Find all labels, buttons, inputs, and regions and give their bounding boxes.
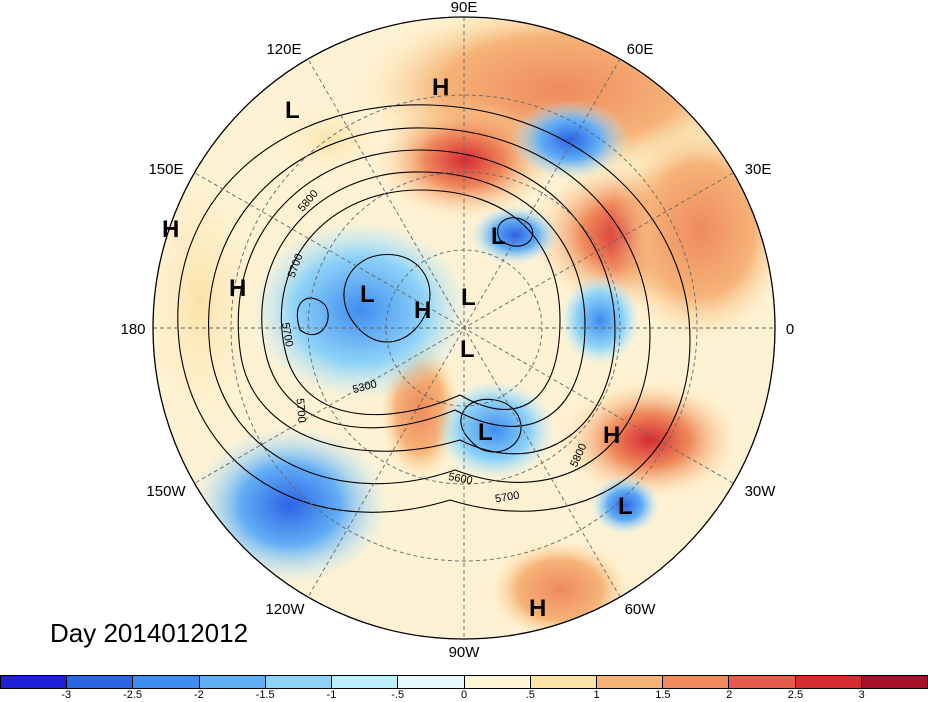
pressure-center: H bbox=[162, 216, 179, 243]
lon-label-30e: 30E bbox=[745, 161, 772, 178]
lon-label-0: 0 bbox=[786, 321, 794, 338]
colorbar-swatch bbox=[398, 676, 465, 688]
colorbar-tick-label: 1 bbox=[593, 689, 600, 701]
contour-label: 5700 bbox=[293, 398, 307, 423]
colorbar-swatch bbox=[1, 676, 68, 688]
colorbar-swatch bbox=[663, 676, 730, 688]
colorbar-swatch bbox=[596, 676, 664, 688]
colorbar-tick-label: 3 bbox=[858, 689, 865, 701]
pressure-center: H bbox=[414, 297, 431, 324]
pressure-center: H bbox=[432, 74, 449, 101]
colorbar-tick-label: -.5 bbox=[391, 689, 405, 701]
colorbar-swatch bbox=[464, 676, 531, 688]
pressure-center: L bbox=[618, 493, 633, 520]
colorbar-swatch bbox=[265, 676, 333, 688]
date-title: Day 2014012012 bbox=[50, 618, 249, 648]
hemisphere-map: 90E 60E 30E 0 30W 60W 90W 120W 150W 180 … bbox=[120, 0, 794, 661]
pressure-center: L bbox=[460, 336, 475, 363]
pressure-center: L bbox=[360, 281, 375, 308]
colorbar-swatch bbox=[861, 676, 928, 688]
lon-label-120e: 120E bbox=[266, 41, 301, 58]
graticule bbox=[153, 17, 775, 639]
lon-label-60w: 60W bbox=[625, 601, 657, 618]
lon-label-90w: 90W bbox=[449, 644, 481, 661]
colorbar-tick-label: 0 bbox=[460, 689, 468, 701]
contour-label: 5600 bbox=[447, 471, 473, 487]
colorbar-labels: -3 -2.5 -2 -1.5 -1 -.5 0 .5 1 1.5 2 2.5 3 bbox=[0, 689, 928, 702]
colorbar bbox=[0, 675, 928, 689]
pressure-center: L bbox=[491, 223, 506, 250]
lon-label-90e: 90E bbox=[451, 0, 478, 16]
colorbar-tick-label: .5 bbox=[525, 689, 535, 701]
lon-label-150w: 150W bbox=[146, 483, 186, 500]
colorbar-tick-label: -2.5 bbox=[123, 689, 143, 701]
lon-label-180: 180 bbox=[120, 321, 145, 338]
colorbar-tick-label: -1 bbox=[326, 689, 337, 701]
colorbar-swatch bbox=[332, 676, 399, 688]
colorbar-swatch bbox=[133, 676, 200, 688]
longitude-labels: 90E 60E 30E 0 30W 60W 90W 120W 150W 180 … bbox=[120, 0, 794, 661]
colorbar-swatch bbox=[199, 676, 266, 688]
map-border bbox=[152, 16, 776, 640]
pressure-centers: H L H H L L H L L L H L H bbox=[162, 74, 633, 622]
anomaly-shading bbox=[153, 17, 775, 639]
colorbar-tick-label: 2 bbox=[726, 689, 733, 701]
colorbar-swatch bbox=[67, 676, 134, 688]
pressure-center: H bbox=[529, 595, 546, 622]
lon-label-120w: 120W bbox=[265, 601, 305, 618]
colorbar-swatch bbox=[530, 676, 597, 688]
colorbar-tick-label: -3 bbox=[61, 689, 72, 701]
pressure-center: H bbox=[229, 275, 246, 302]
lon-label-150e: 150E bbox=[148, 161, 183, 178]
colorbar-swatch bbox=[729, 676, 796, 688]
pressure-center: L bbox=[461, 284, 476, 311]
contour-label: 5700 bbox=[279, 322, 295, 348]
colorbar-tick-label: -2 bbox=[193, 689, 204, 701]
pressure-center: L bbox=[478, 419, 493, 446]
lon-label-60e: 60E bbox=[627, 41, 654, 58]
pressure-center: H bbox=[603, 422, 620, 449]
colorbar-tick-label: 2.5 bbox=[787, 689, 804, 701]
pressure-center: L bbox=[285, 97, 300, 124]
colorbar-tick-label: 1.5 bbox=[655, 689, 671, 701]
colorbar-tick-label: -1.5 bbox=[255, 689, 275, 701]
lon-label-30w: 30W bbox=[745, 483, 777, 500]
contour-label: 5700 bbox=[494, 489, 520, 505]
colorbar-swatch bbox=[795, 676, 862, 688]
